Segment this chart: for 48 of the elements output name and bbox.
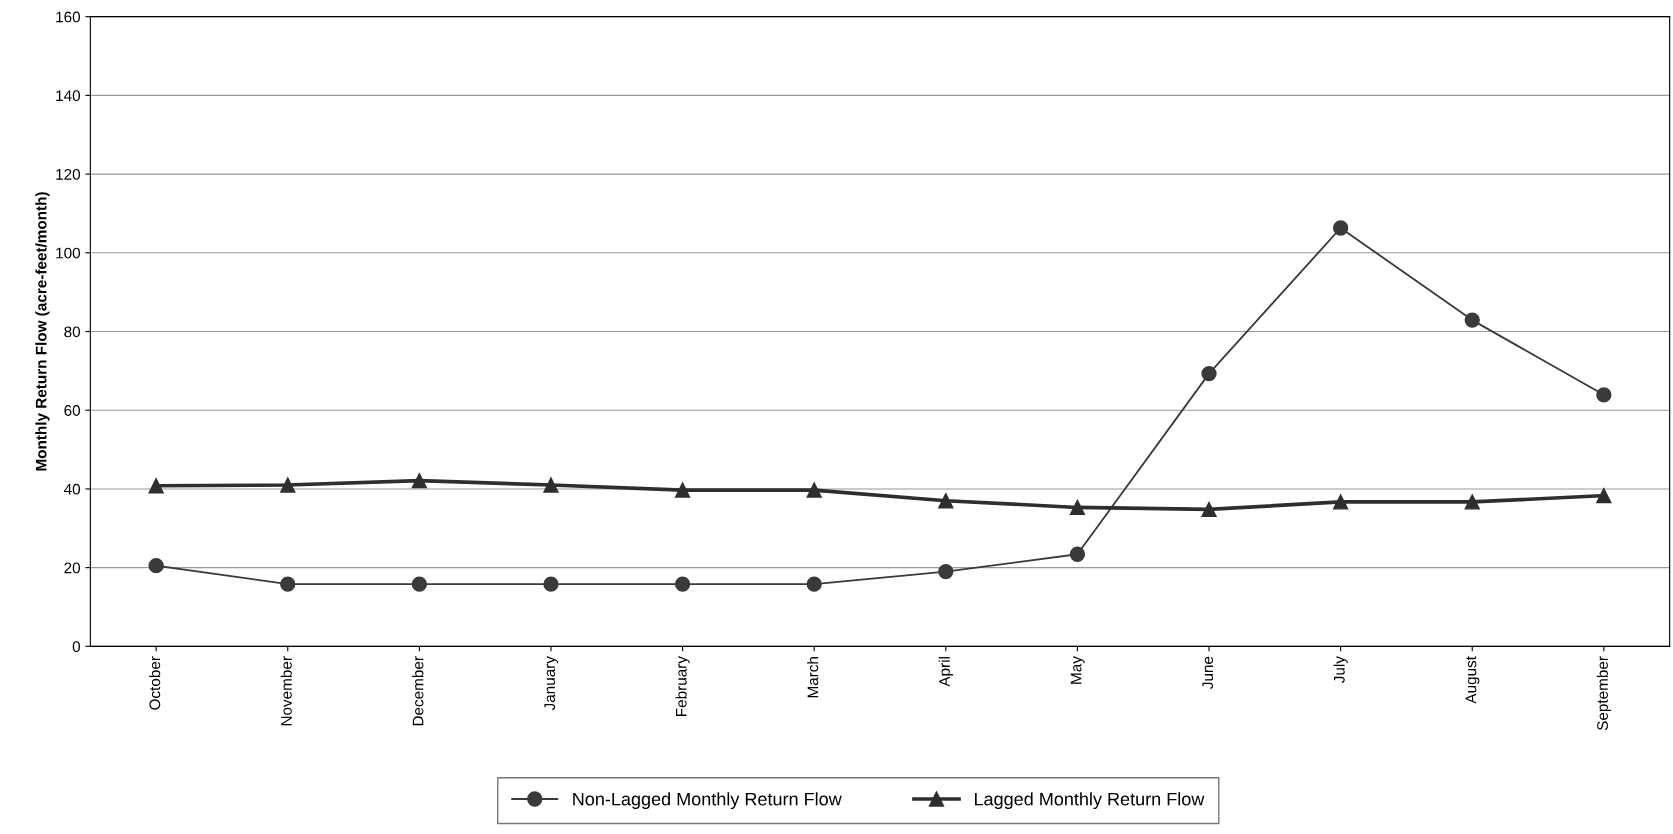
y-tick-label: 80 — [64, 326, 81, 338]
point — [1069, 499, 1086, 516]
point — [1332, 220, 1349, 236]
point — [411, 576, 428, 592]
x-tick-label: June — [1202, 656, 1214, 689]
y-tick-label: 40 — [63, 483, 81, 495]
x-tick-label: March — [807, 657, 819, 698]
point — [543, 477, 559, 493]
point — [938, 493, 954, 509]
y-tick-label: 20 — [64, 562, 81, 574]
x-tick-label: May — [1070, 656, 1085, 684]
point — [1596, 387, 1612, 403]
point — [806, 576, 822, 592]
legend-label: Non-Lagged Monthly Return Flow — [573, 792, 842, 810]
x-tick-label: September — [1596, 656, 1611, 731]
point — [1464, 312, 1480, 328]
y-tick-label: 160 — [56, 11, 81, 23]
point — [148, 478, 164, 494]
y-tick-label: 0 — [72, 641, 81, 653]
x-tick-label: November — [280, 656, 292, 726]
point — [411, 473, 428, 489]
point — [1069, 546, 1086, 562]
x-tick-label: August — [1465, 656, 1480, 704]
x-tick-label: February — [675, 656, 690, 716]
point — [1201, 501, 1217, 518]
y-tick-label: 60 — [64, 405, 81, 416]
x-tick-label: July — [1333, 656, 1348, 683]
x-tick-label: December — [412, 656, 424, 726]
x-tick-label: October — [149, 656, 161, 710]
y-tick-label: 120 — [56, 168, 81, 180]
point — [148, 558, 164, 574]
point — [1596, 487, 1612, 504]
point — [674, 576, 691, 592]
point — [806, 482, 822, 498]
y-tick-label: 140 — [56, 90, 81, 102]
point — [1464, 494, 1480, 510]
x-tick-label: January — [544, 656, 559, 711]
point — [938, 563, 954, 580]
legend-label: Lagged Monthly Return Flow — [974, 792, 1205, 810]
point — [543, 576, 559, 592]
point — [1332, 494, 1349, 510]
y-axis-title: Monthly Return Flow (acre-feet/month) — [35, 192, 50, 471]
x-tick-label: April — [938, 657, 953, 687]
point — [280, 576, 296, 592]
point — [1201, 365, 1217, 382]
point — [280, 477, 296, 493]
y-tick-label: 100 — [56, 247, 81, 259]
point — [674, 482, 691, 498]
